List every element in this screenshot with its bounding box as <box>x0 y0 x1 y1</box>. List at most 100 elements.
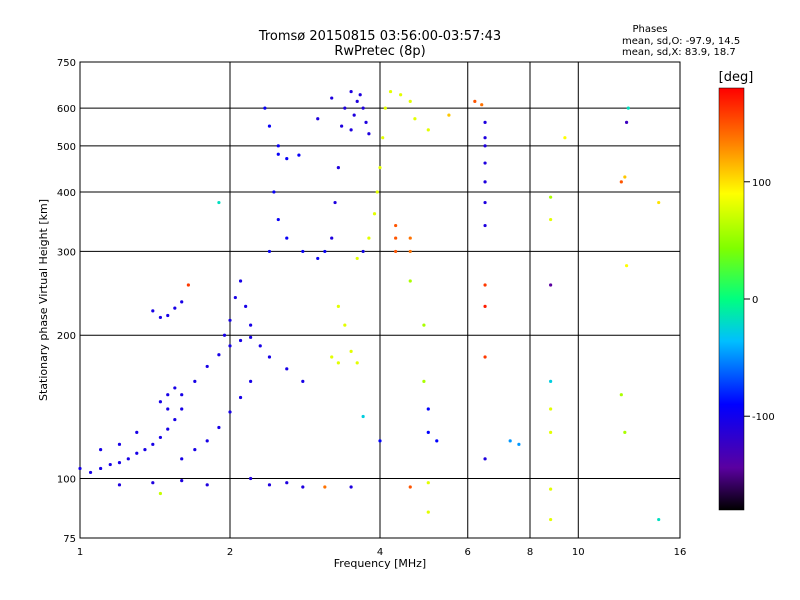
data-point <box>88 470 93 475</box>
y-tick-label: 300 <box>57 247 76 258</box>
data-point <box>361 106 365 110</box>
data-point <box>238 338 243 343</box>
data-point <box>408 99 412 103</box>
data-point <box>508 439 512 443</box>
data-point <box>267 483 272 487</box>
data-point <box>624 120 629 124</box>
data-point <box>276 152 280 156</box>
data-point <box>349 128 353 132</box>
data-point <box>336 361 340 365</box>
data-point <box>623 430 627 434</box>
data-point <box>355 361 359 365</box>
data-point <box>228 344 232 348</box>
data-point <box>158 315 163 320</box>
data-point <box>285 481 289 485</box>
data-point <box>173 417 177 422</box>
data-point <box>549 195 553 199</box>
data-point <box>217 200 221 205</box>
data-point <box>343 106 347 110</box>
data-point <box>336 304 340 308</box>
data-point <box>205 364 209 369</box>
data-point <box>205 483 209 487</box>
data-point <box>549 283 553 287</box>
data-point <box>383 106 387 110</box>
data-point <box>426 481 430 485</box>
data-point <box>117 483 122 487</box>
data-point <box>135 430 139 434</box>
data-point <box>330 236 334 240</box>
data-point <box>180 479 184 483</box>
data-point <box>316 117 320 121</box>
data-point <box>267 355 272 359</box>
data-point <box>408 485 412 489</box>
data-point <box>217 425 221 430</box>
data-point <box>483 200 487 205</box>
data-point <box>276 144 280 148</box>
data-point <box>394 236 398 240</box>
data-point <box>619 180 623 184</box>
data-point <box>249 379 253 383</box>
data-point <box>483 161 487 165</box>
data-point <box>355 99 359 103</box>
y-tick-label: 600 <box>57 104 76 115</box>
stats-line-o: mean, sd,O: -97.9, 14.5 <box>622 36 740 47</box>
x-tick-label: 6 <box>465 547 471 558</box>
data-point <box>166 407 170 411</box>
data-point <box>361 249 365 254</box>
data-point <box>483 223 487 228</box>
grid-lines <box>80 62 680 538</box>
data-point <box>426 430 430 434</box>
data-point <box>316 256 320 261</box>
stats-heading: Phases <box>632 24 667 35</box>
data-point <box>267 124 272 128</box>
data-point <box>272 190 276 194</box>
data-point <box>340 124 344 128</box>
data-point <box>349 89 353 94</box>
data-point <box>426 128 430 132</box>
data-point <box>657 200 661 205</box>
data-point <box>186 283 190 287</box>
data-point <box>473 99 477 103</box>
data-point <box>330 355 334 359</box>
data-point <box>258 344 262 348</box>
data-point <box>549 517 553 522</box>
chart-subtitle: RwPretec (8p) <box>334 44 425 59</box>
data-point <box>233 295 237 300</box>
data-point <box>483 120 487 124</box>
data-point <box>285 236 289 240</box>
data-point <box>549 430 553 434</box>
data-point <box>426 407 430 411</box>
y-axis-label: Stationary phase Virtual Height [km] <box>37 199 50 401</box>
data-point <box>180 407 184 411</box>
data-point <box>151 309 155 313</box>
data-point <box>180 457 184 461</box>
x-tick-label: 2 <box>227 547 233 558</box>
data-point <box>117 461 122 465</box>
data-point <box>367 236 371 240</box>
data-point <box>483 136 487 140</box>
data-point <box>624 264 629 268</box>
data-point <box>193 379 197 383</box>
data-point <box>249 323 253 327</box>
data-point <box>483 355 487 359</box>
data-point <box>394 249 398 254</box>
colorbar-tick-label: -100 <box>752 412 775 423</box>
y-tick-label: 750 <box>57 58 76 69</box>
data-point <box>483 457 487 461</box>
data-point <box>143 448 147 452</box>
data-point <box>349 485 353 489</box>
data-point <box>378 166 382 170</box>
data-point <box>399 93 403 97</box>
data-point <box>166 427 170 431</box>
x-axis-label: Frequency [MHz] <box>334 557 426 570</box>
data-point <box>619 393 623 397</box>
data-point <box>158 435 163 440</box>
y-tick-label: 75 <box>63 534 76 545</box>
data-point <box>222 333 227 337</box>
data-point <box>358 93 362 97</box>
data-point <box>352 113 356 117</box>
data-point <box>413 117 417 121</box>
x-tick-label: 16 <box>674 547 687 558</box>
data-point <box>517 442 521 446</box>
data-point <box>626 106 630 110</box>
